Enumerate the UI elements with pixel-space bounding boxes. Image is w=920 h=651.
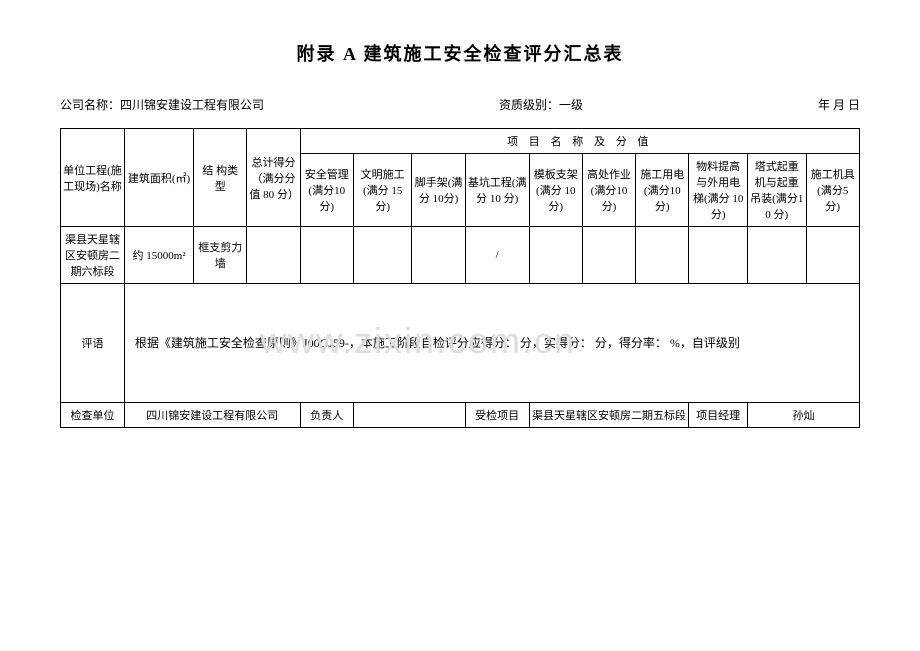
table-row: 渠县天星辖区安顿房二期六标段 约 15000m² 框支剪力墙 / [61, 227, 860, 284]
eval-text: 根据《建筑施工安全检查原则》J00GJ59-，本施工阶段自检评分应得分： 分，实… [124, 284, 859, 403]
leader-value [353, 403, 465, 428]
cell-formwork [529, 227, 582, 284]
manager-label: 项目经理 [689, 403, 748, 428]
page-title: 附录 A 建筑施工安全检查评分汇总表 [60, 40, 860, 66]
header-row: 公司名称： 四川锦安建设工程有限公司 资质级别： 一级 年 月 日 [60, 96, 860, 113]
col-struct: 结 构类 型 [194, 129, 247, 227]
cell-area: 约 15000m² [124, 227, 193, 284]
cell-machine [806, 227, 859, 284]
qual-label: 资质级别： [499, 96, 559, 113]
company-label: 公司名称： [60, 96, 120, 113]
sub-civil: 文明施工(满分 15分) [353, 154, 412, 227]
sub-pit: 基坑工程(满分 10 分) [465, 154, 529, 227]
cell-safety [300, 227, 353, 284]
cell-elec [636, 227, 689, 284]
cell-total [247, 227, 300, 284]
sub-machine: 施工机具(满分5 分) [806, 154, 859, 227]
sub-tower: 塔式起重机与起重吊装(满分10 分) [747, 154, 806, 227]
cell-hoist [689, 227, 748, 284]
leader-label: 负责人 [300, 403, 353, 428]
qual-value: 一级 [559, 96, 583, 113]
group-header: 项 目 名 称 及 分 值 [300, 129, 859, 154]
col-area: 建筑面积(㎡) [124, 129, 193, 227]
cell-height [582, 227, 635, 284]
cell-unit: 渠县天星辖区安顿房二期六标段 [61, 227, 125, 284]
cell-struct: 框支剪力墙 [194, 227, 247, 284]
sub-hoist: 物料提高与外用电梯(满分 10分) [689, 154, 748, 227]
eval-label: 评语 [61, 284, 125, 403]
manager-value: 孙灿 [747, 403, 859, 428]
sub-elec: 施工用电(满分10 分) [636, 154, 689, 227]
sub-scaffold: 脚手架(满分 10分) [412, 154, 465, 227]
sub-safety: 安全管理(满分10 分) [300, 154, 353, 227]
col-total: 总计得分（满分分值 80 分） [247, 129, 300, 227]
main-table: 单位工程(施工现场)名称 建筑面积(㎡) 结 构类 型 总计得分（满分分值 80… [60, 128, 860, 428]
date-label: 年 月 日 [818, 96, 860, 113]
company-value: 四川锦安建设工程有限公司 [120, 96, 264, 113]
col-unit: 单位工程(施工现场)名称 [61, 129, 125, 227]
sub-formwork: 模板支架(满分 10分) [529, 154, 582, 227]
cell-scaffold [412, 227, 465, 284]
check-unit-label: 检查单位 [61, 403, 125, 428]
item-label: 受检项目 [465, 403, 529, 428]
cell-civil [353, 227, 412, 284]
cell-pit: / [465, 227, 529, 284]
item-value: 渠县天星辖区安顿房二期五标段 [529, 403, 689, 428]
sub-height: 高处作业(满分10 分) [582, 154, 635, 227]
check-unit-value: 四川锦安建设工程有限公司 [124, 403, 300, 428]
cell-tower [747, 227, 806, 284]
